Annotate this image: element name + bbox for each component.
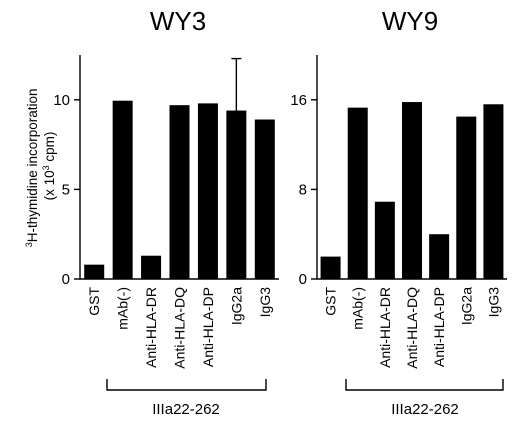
bar	[197, 103, 218, 279]
bar	[254, 119, 275, 280]
bar	[402, 102, 422, 279]
y-tick-label: 10	[53, 92, 70, 109]
x-tick-label: IgG2a	[458, 287, 474, 325]
bar	[374, 201, 395, 279]
bar	[320, 256, 341, 279]
x-tick-label: Anti-HLA-DR	[143, 287, 159, 368]
x-tick-label: IgG3	[257, 287, 273, 318]
chart-panel-wy3: WY3 0 5 10 GST mAb(-) Anti-HLA-DR Anti-HLA-DQ An…	[53, 6, 279, 418]
y-tick-label: 0	[299, 271, 307, 288]
x-tick-label: Anti-HLA-DP	[200, 287, 216, 367]
x-tick-label: IgG2a	[228, 287, 244, 325]
chart-title: WY3	[150, 6, 206, 36]
bar	[347, 107, 368, 279]
bar	[483, 104, 504, 279]
y-tick-label: 0	[62, 271, 70, 288]
group-label: IIIa22-262	[391, 401, 459, 418]
bar	[226, 110, 247, 279]
chart-panel-wy9: WY9 0 8 16 GST mAb(-) Anti-HLA-DR Anti-HLA-DQ An…	[290, 6, 507, 418]
chart-title: WY9	[382, 6, 438, 36]
group-bracket	[345, 379, 504, 391]
x-tick-label: GST	[86, 287, 102, 316]
x-tick-label: Anti-HLA-DR	[377, 287, 393, 368]
bar	[429, 234, 450, 279]
bar	[112, 100, 133, 279]
x-tick-label: Anti-HLA-DP	[431, 287, 447, 367]
y-tick-label: 8	[299, 181, 307, 198]
group-label: IIIa22-262	[152, 401, 220, 418]
group-bracket	[106, 379, 267, 391]
bar	[456, 116, 477, 279]
x-tick-label: Anti-HLA-DQ	[172, 287, 188, 369]
bar	[169, 105, 190, 280]
y-axis-label: 3H-thymidine incorporation (x 103 cpm)	[24, 85, 57, 248]
bar	[84, 264, 105, 279]
x-tick-label: mAb(-)	[350, 287, 366, 330]
y-tick-label: 16	[290, 92, 307, 109]
x-tick-label: mAb(-)	[115, 287, 131, 330]
y-tick-label: 5	[62, 181, 70, 198]
x-tick-label: Anti-HLA-DQ	[404, 287, 420, 369]
bar	[141, 255, 162, 279]
x-tick-label: GST	[323, 287, 339, 316]
x-tick-label: IgG3	[485, 287, 501, 318]
